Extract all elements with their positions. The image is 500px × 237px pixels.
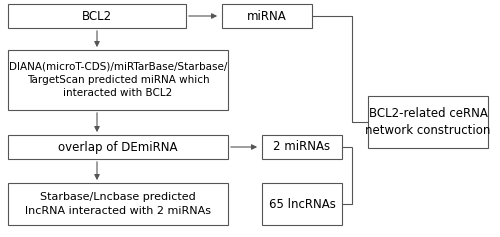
Text: 2 miRNAs: 2 miRNAs [274, 141, 330, 154]
Bar [8, 183, 228, 225]
Bar [8, 50, 228, 110]
Text: miRNA: miRNA [247, 9, 287, 23]
Bar [8, 4, 186, 28]
Bar [262, 135, 342, 159]
Text: DIANA(microT-CDS)/miRTarBase/Starbase/
TargetScan predicted miRNA which
interact: DIANA(microT-CDS)/miRTarBase/Starbase/ T… [9, 62, 227, 98]
Text: overlap of DEmiRNA: overlap of DEmiRNA [58, 141, 178, 154]
Bar [262, 183, 342, 225]
Bar [368, 96, 488, 148]
Bar [222, 4, 312, 28]
Text: Starbase/Lncbase predicted
lncRNA interacted with 2 miRNAs: Starbase/Lncbase predicted lncRNA intera… [25, 192, 211, 216]
Text: 65 lncRNAs: 65 lncRNAs [268, 197, 336, 210]
Text: BCL2: BCL2 [82, 9, 112, 23]
Bar [8, 135, 228, 159]
Text: BCL2-related ceRNA
network construction: BCL2-related ceRNA network construction [366, 107, 490, 137]
